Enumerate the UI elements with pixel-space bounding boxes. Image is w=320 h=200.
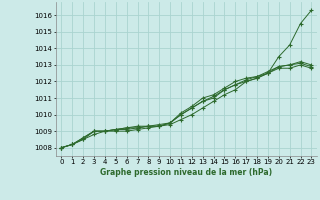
- X-axis label: Graphe pression niveau de la mer (hPa): Graphe pression niveau de la mer (hPa): [100, 168, 272, 177]
